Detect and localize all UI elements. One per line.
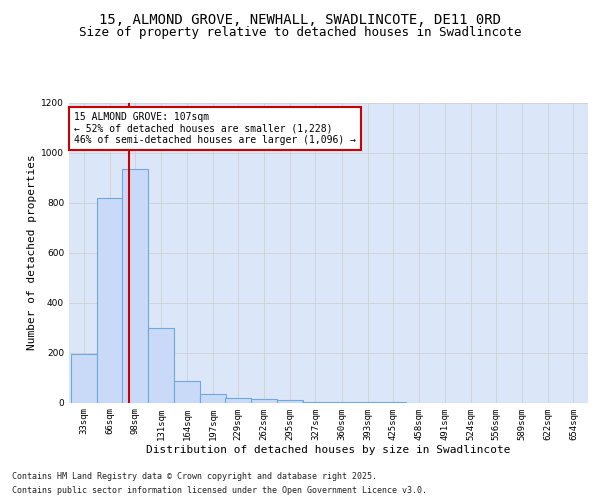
Bar (225, 398, 251, 402)
Text: Size of property relative to detached houses in Swadlincote: Size of property relative to detached ho… (79, 26, 521, 39)
Bar (200, 394, 226, 402)
Bar (71, 354, 97, 403)
Text: Contains HM Land Registry data © Crown copyright and database right 2025.: Contains HM Land Registry data © Crown c… (12, 472, 377, 481)
Bar (174, 381, 200, 402)
X-axis label: Distribution of detached houses by size in Swadlincote: Distribution of detached houses by size … (146, 445, 511, 455)
Bar (122, 169, 148, 402)
Bar (251, 399, 277, 402)
Text: Contains public sector information licensed under the Open Government Licence v3: Contains public sector information licen… (12, 486, 427, 495)
Bar (148, 328, 174, 402)
Bar (277, 400, 303, 402)
Text: 15 ALMOND GROVE: 107sqm
← 52% of detached houses are smaller (1,228)
46% of semi: 15 ALMOND GROVE: 107sqm ← 52% of detache… (74, 112, 356, 144)
Bar (97, 198, 122, 402)
Y-axis label: Number of detached properties: Number of detached properties (27, 154, 37, 350)
Text: 15, ALMOND GROVE, NEWHALL, SWADLINCOTE, DE11 0RD: 15, ALMOND GROVE, NEWHALL, SWADLINCOTE, … (99, 12, 501, 26)
